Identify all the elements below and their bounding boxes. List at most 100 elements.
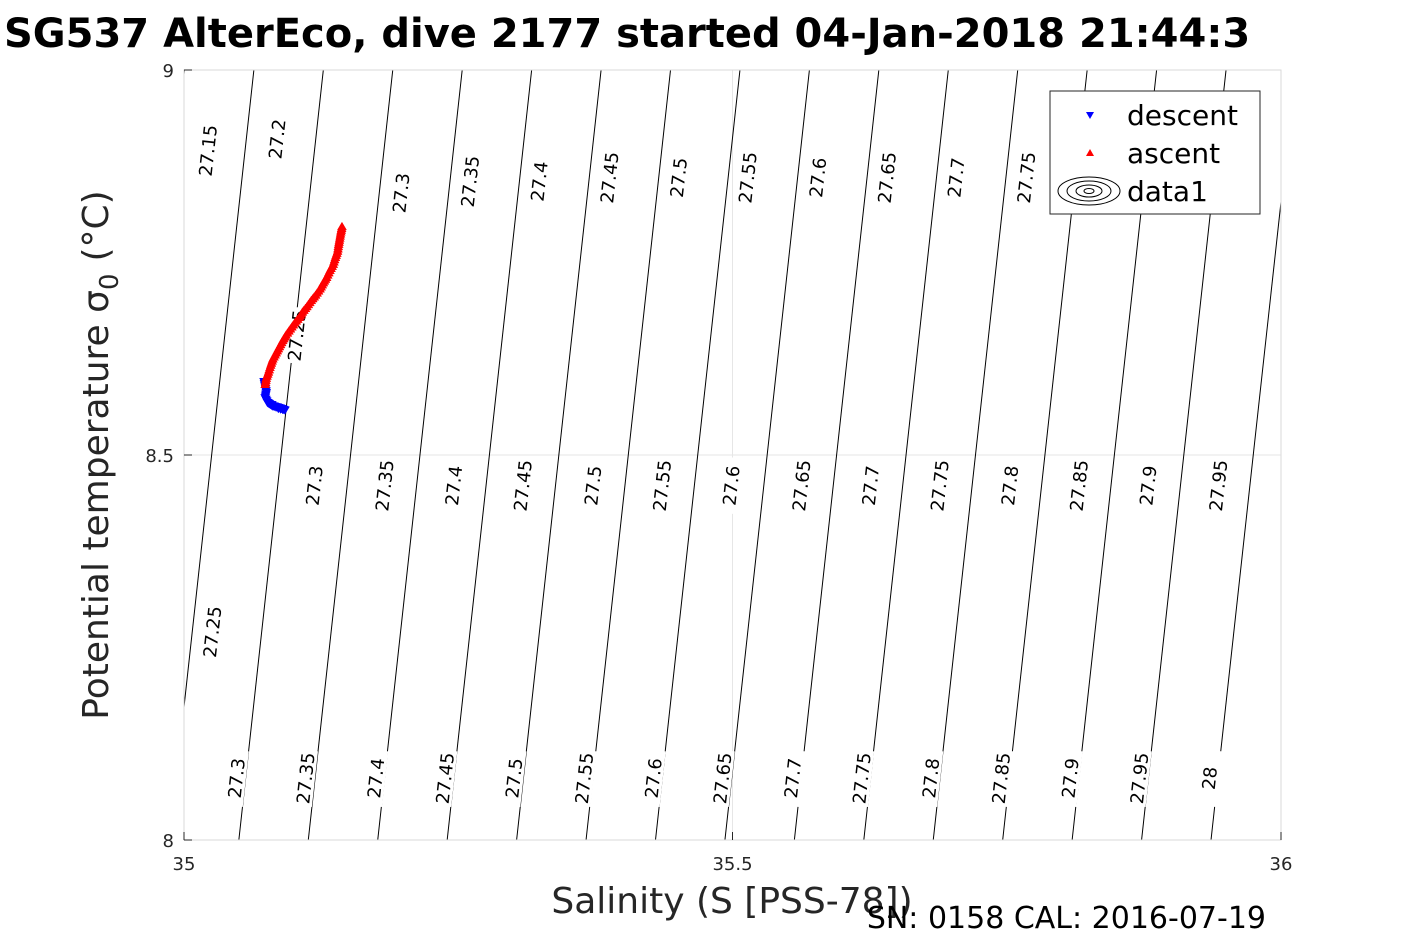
contour-label-background xyxy=(664,148,691,207)
contour-label-background xyxy=(194,121,221,180)
ascent-point xyxy=(336,223,347,232)
contour-label-background xyxy=(362,749,389,807)
legend-contour-ring xyxy=(1057,176,1121,206)
contour-label-background xyxy=(996,456,1023,515)
ascent-point xyxy=(323,267,334,277)
isopycnal-line xyxy=(307,70,394,840)
isopycnal-line xyxy=(184,70,255,712)
contour-label-text: 27.4 xyxy=(528,160,553,202)
isopycnal-line xyxy=(932,70,1019,840)
y-axis-label: Potential temperature σ0 (°C) xyxy=(76,190,125,719)
contour-label: 28 xyxy=(1195,749,1222,807)
contour-label-background xyxy=(263,110,290,168)
ascent-point xyxy=(262,369,273,378)
x-axis-label: Salinity (S [PSS-78]) xyxy=(551,881,912,922)
isopycnal-line xyxy=(793,70,880,840)
contour-label-background xyxy=(926,456,953,515)
legend-contour-ring xyxy=(1075,184,1103,198)
ascent-point xyxy=(270,350,280,359)
isopycnal-line xyxy=(446,70,533,840)
contour-label: 27.4 xyxy=(525,152,553,211)
legend-item-ascent[interactable]: ascent xyxy=(1086,137,1220,170)
contour-label: 27.8 xyxy=(917,749,944,807)
contour-label: 27.25 xyxy=(198,602,226,661)
contour-label: 27.65 xyxy=(787,456,816,515)
ascent-point xyxy=(331,248,342,257)
y-tick-label: 8 xyxy=(163,831,174,852)
contour-label: 27.5 xyxy=(500,749,528,807)
contour-label-text: 27.3 xyxy=(303,465,328,507)
contour-label-background xyxy=(639,749,666,807)
isopycnal-line xyxy=(863,70,949,840)
ascent-point xyxy=(329,254,340,264)
y-axis-label-unit: (°C) xyxy=(76,190,117,261)
contour-label: 27.85 xyxy=(1065,456,1093,515)
contour-label-background xyxy=(856,456,883,515)
legend-item-descent[interactable]: descent xyxy=(1086,99,1238,132)
contour-label-background xyxy=(1125,749,1152,807)
contour-label: 27.4 xyxy=(362,749,389,807)
legend-contour-ring xyxy=(1066,180,1112,202)
contour-label-background xyxy=(1056,749,1083,807)
ascent-point xyxy=(333,241,344,251)
contour-label-text: 27.7 xyxy=(859,465,884,507)
contour-label: 27.7 xyxy=(942,148,970,207)
contour-label-background xyxy=(431,749,458,807)
contour-label: 27.5 xyxy=(664,148,692,207)
contour-label: 27.85 xyxy=(987,749,1015,807)
contour-label: 27.7 xyxy=(779,749,806,807)
legend[interactable]: descent ascent data1 xyxy=(1049,90,1261,215)
ascent-point xyxy=(284,326,294,335)
contour-label-text: 27.7 xyxy=(781,757,806,799)
contour-label: 27.6 xyxy=(804,148,831,207)
contour-label: 27.9 xyxy=(1134,456,1162,515)
contour-label-text: 27.2 xyxy=(265,118,290,160)
contour-label-background xyxy=(1012,148,1039,207)
isopycnal-line xyxy=(724,70,810,840)
chart-title: SG537 AlterEco, dive 2177 started 04-Jan… xyxy=(4,11,1250,57)
contour-label-text: 27.6 xyxy=(642,757,667,799)
contour-label-background xyxy=(440,456,467,515)
ascent-point xyxy=(334,235,345,244)
ascent-point xyxy=(327,261,338,270)
y-axis-label-subscript: 0 xyxy=(95,273,125,290)
legend-descent-marker xyxy=(1086,112,1094,119)
contour-label-background xyxy=(595,148,622,207)
contour-label: 27.5 xyxy=(579,456,607,515)
contour-label-background xyxy=(222,749,249,807)
contour-label-background xyxy=(1134,456,1161,515)
contour-label: 27.8 xyxy=(996,456,1023,515)
contour-label-background xyxy=(942,148,969,207)
contour-label-text: 27.9 xyxy=(1058,757,1083,799)
ascent-point xyxy=(273,343,284,353)
y-axis-label-main: Potential temperature σ xyxy=(76,290,117,720)
legend-label: descent xyxy=(1127,99,1238,132)
isopycnal-line xyxy=(516,70,602,840)
legend-contour-ring xyxy=(1083,188,1095,194)
contour-label-background xyxy=(570,749,597,807)
contour-label-text: 27.3 xyxy=(389,172,414,214)
contour-label-background xyxy=(708,749,735,807)
contour-label-text: 27.4 xyxy=(442,465,467,507)
contour-label-text: 27.5 xyxy=(502,757,527,799)
contour-label-background xyxy=(387,163,414,222)
contour-label: 27.6 xyxy=(639,749,667,807)
contour-label-background xyxy=(648,456,675,515)
contour-label-background xyxy=(717,456,744,515)
x-tick-label: 35.5 xyxy=(712,854,752,875)
contour-label: 27.7 xyxy=(856,456,884,515)
legend-ascent-marker xyxy=(1086,149,1094,156)
contour-label-text: 27.7 xyxy=(944,157,969,199)
isopycnal-line xyxy=(238,70,324,840)
contour-label-text: 27.3 xyxy=(225,757,250,799)
contour-label-background xyxy=(579,456,606,515)
contour-label: 27.2 xyxy=(263,110,291,168)
profile-data xyxy=(259,221,347,415)
contour-label-background xyxy=(370,456,397,515)
contour-label-background xyxy=(734,148,761,207)
contour-label: 27.15 xyxy=(194,121,222,180)
x-tick-label: 36 xyxy=(1270,854,1293,875)
legend-item-data1[interactable]: data1 xyxy=(1057,175,1208,208)
contour-label-background xyxy=(873,148,900,207)
